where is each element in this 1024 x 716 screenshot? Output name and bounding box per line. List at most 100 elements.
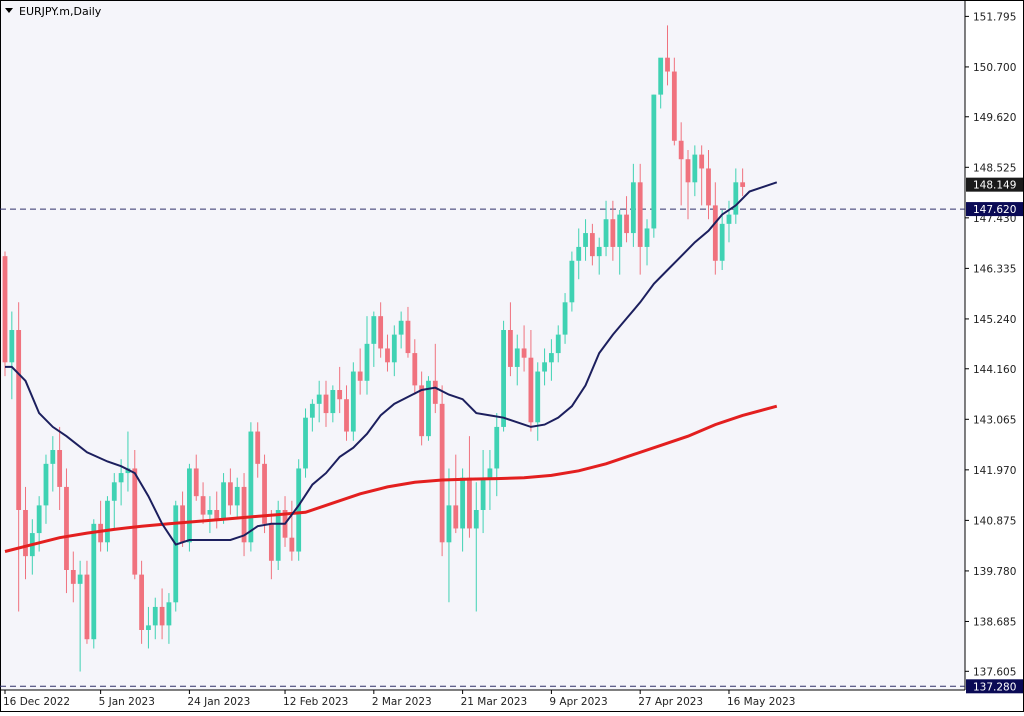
- price-axis[interactable]: 151.795150.700149.620148.525147.430146.3…: [965, 11, 1016, 678]
- price-tick-label: 138.685: [973, 616, 1016, 628]
- candle-body: [617, 214, 623, 247]
- candle-body: [419, 385, 425, 437]
- candle-body: [159, 606, 165, 626]
- price-tick-label: 144.160: [973, 364, 1016, 376]
- candle-body: [706, 168, 711, 206]
- candle-body: [193, 468, 199, 497]
- candle-body: [624, 214, 629, 234]
- price-tick-label: 146.335: [973, 263, 1016, 275]
- candle-body: [111, 482, 117, 501]
- candle-body: [207, 510, 213, 515]
- candle-body: [275, 510, 281, 561]
- candle-body: [187, 468, 192, 543]
- chart-title[interactable]: EURJPY.m,Daily: [5, 5, 102, 18]
- candle-body: [569, 260, 575, 303]
- candle-body: [337, 390, 343, 400]
- candle-body: [665, 57, 670, 72]
- symbol-title: EURJPY.m,Daily: [19, 5, 102, 18]
- candle-body: [391, 334, 397, 363]
- ma-slow-line[interactable]: [4, 404, 778, 553]
- price-axis-background: [965, 0, 1024, 712]
- candle-body: [740, 182, 746, 187]
- candle-body: [166, 602, 172, 626]
- triangle-down-icon[interactable]: [5, 8, 13, 13]
- candle-body: [528, 357, 534, 423]
- candle-body: [494, 426, 500, 469]
- candle-body: [439, 403, 445, 543]
- candle-body: [426, 380, 431, 437]
- price-tick-label: 139.780: [973, 566, 1016, 578]
- level-price-tag-bg: [966, 679, 1023, 694]
- candle-body: [432, 380, 438, 404]
- candle-body: [371, 316, 377, 344]
- candle-body: [70, 570, 76, 584]
- candle-body: [234, 486, 240, 506]
- price-tick-label: 151.795: [973, 11, 1016, 23]
- candle-body: [91, 523, 97, 640]
- level-price-tag-bg: [966, 202, 1023, 217]
- candle-body: [289, 537, 295, 552]
- candle-body: [460, 477, 466, 529]
- time-axis[interactable]: 16 Dec 2022 5 Jan 2023 24 Jan 2023 12 Feb 2…: [3, 690, 795, 708]
- candle-body: [514, 348, 520, 367]
- candle-body: [64, 486, 69, 570]
- candle-body: [678, 140, 684, 160]
- candle-body: [446, 505, 452, 543]
- candle-body: [733, 182, 739, 215]
- candle-body: [344, 399, 349, 432]
- candle-body: [385, 348, 390, 363]
- ma-fast-line[interactable]: [5, 181, 778, 546]
- candle-body: [221, 482, 226, 520]
- candle-body: [132, 468, 138, 575]
- candle-body: [43, 463, 49, 506]
- candle-body: [214, 510, 220, 520]
- candle-body: [57, 450, 63, 487]
- price-tick-label: 148.525: [973, 162, 1016, 174]
- candle-body: [487, 468, 493, 478]
- candle-body: [152, 606, 158, 626]
- candle-body: [9, 330, 15, 363]
- candle-body: [303, 417, 308, 469]
- candle-body: [508, 330, 513, 367]
- candle-body: [576, 246, 582, 261]
- candle-body: [23, 510, 28, 557]
- price-tick-label: 149.620: [973, 112, 1016, 124]
- candle-body: [125, 468, 131, 474]
- price-tick-label: 150.700: [973, 62, 1016, 74]
- candle-body: [603, 219, 609, 247]
- candle-body: [726, 214, 732, 224]
- candle-body: [398, 320, 404, 335]
- candle-body: [323, 394, 329, 414]
- current-price-tag: 148.149: [973, 180, 1016, 192]
- candle-body: [542, 362, 547, 372]
- candle-body: [241, 486, 247, 543]
- price-tags: 147.620 137.280 148.149: [966, 177, 1023, 694]
- horizontal-levels[interactable]: [0, 208, 965, 687]
- candle-body: [173, 505, 179, 603]
- candle-body: [2, 256, 8, 363]
- candle-body: [146, 625, 151, 630]
- candle-body: [378, 316, 384, 349]
- candle-body: [467, 477, 472, 529]
- time-tick-label: 24 Jan 2023: [187, 696, 250, 708]
- candle-body: [357, 371, 363, 381]
- candle-body: [719, 223, 725, 261]
- candle-body: [255, 431, 261, 464]
- candle-body: [501, 330, 506, 427]
- candle-body: [16, 330, 22, 510]
- candle-body: [118, 473, 124, 483]
- price-tick-label: 141.970: [973, 465, 1016, 477]
- price-tick-label: 145.240: [973, 314, 1016, 326]
- candle-body: [473, 510, 479, 529]
- candle-body: [364, 343, 370, 381]
- candle-body: [589, 233, 595, 257]
- candle-body: [644, 228, 650, 247]
- candle-body: [658, 57, 664, 95]
- candle-body: [248, 431, 254, 543]
- candle-body: [50, 450, 56, 464]
- candle-body: [699, 154, 705, 169]
- candle-body: [77, 574, 83, 584]
- candle-body: [671, 71, 677, 141]
